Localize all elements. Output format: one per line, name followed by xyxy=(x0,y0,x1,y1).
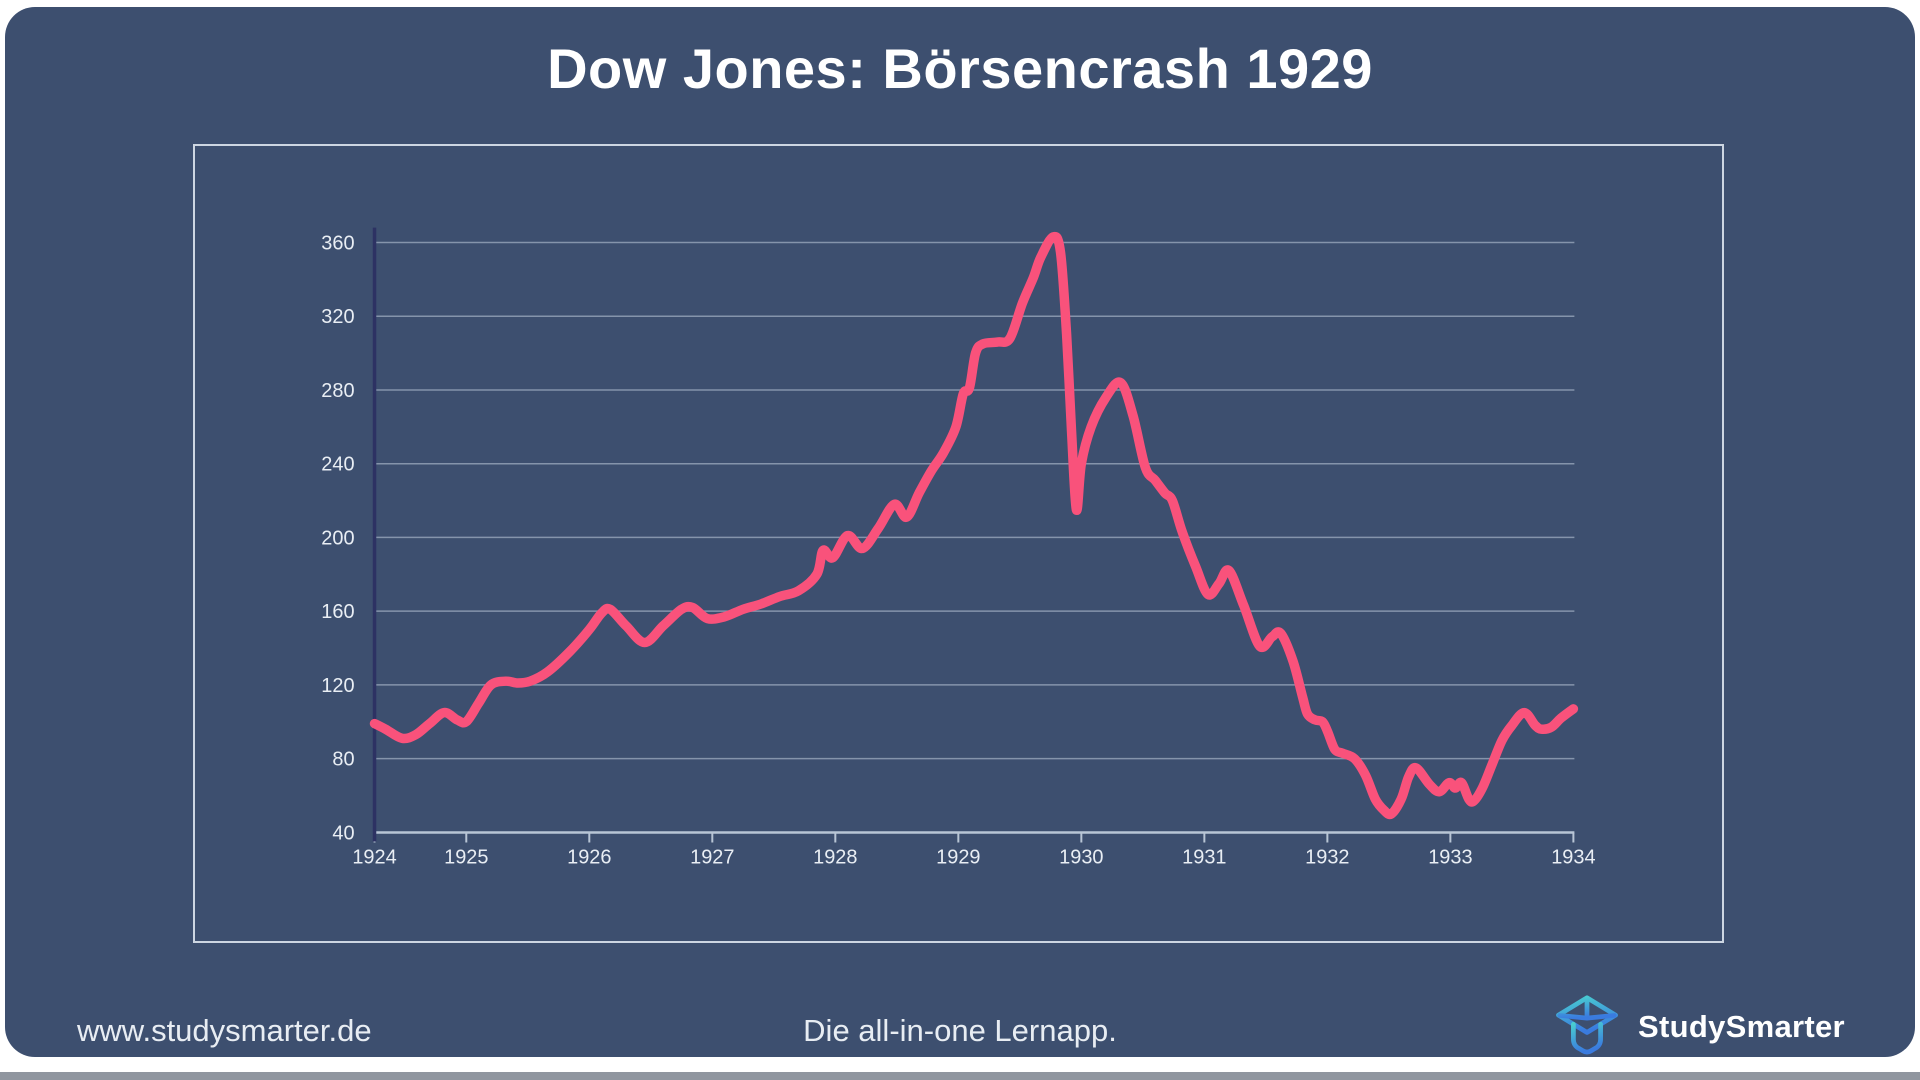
logo-diamond xyxy=(1556,995,1618,1035)
y-tick-label: 120 xyxy=(321,675,354,697)
y-tick-label: 80 xyxy=(332,749,354,771)
x-tick-label: 1924 xyxy=(352,846,396,868)
main-card: Dow Jones: Börsencrash 1929 1924 1925 1926… xyxy=(5,7,1915,1057)
x-tick-label: 1929 xyxy=(936,846,980,868)
x-tick-label: 1930 xyxy=(1059,846,1103,868)
x-tick-label: 1927 xyxy=(690,846,734,868)
y-tick-label: 200 xyxy=(321,527,354,549)
y-tick-label: 320 xyxy=(321,306,354,328)
x-tick-label: 1931 xyxy=(1182,846,1226,868)
y-tick-label: 360 xyxy=(321,232,354,254)
studysmarter-logo: StudySmarter xyxy=(1553,991,1845,1063)
footer-website-url: www.studysmarter.de xyxy=(77,1013,372,1048)
brand-name: StudySmarter xyxy=(1638,1009,1845,1044)
y-tick-label: 240 xyxy=(321,454,354,476)
y-tick-label: 160 xyxy=(321,601,354,623)
studysmarter-logo-icon xyxy=(1556,995,1618,1055)
bottom-edge-strip xyxy=(0,1072,1920,1080)
footer-tagline: Die all-in-one Lernapp. xyxy=(803,1013,1117,1048)
dow-jones-price-line xyxy=(369,231,1579,820)
y-tick-label: 280 xyxy=(321,380,354,402)
x-tick-label: 1925 xyxy=(444,846,488,868)
dow-jones-line-chart: 1924 1925 1926 1927 1928 1929 1930 1931 1932 1933… xyxy=(321,227,1596,868)
x-tick-label: 1926 xyxy=(567,846,611,868)
x-tick-label: 1932 xyxy=(1305,846,1349,868)
chart-panel: 1924 1925 1926 1927 1928 1929 1930 1931 1932 1933… xyxy=(193,144,1724,943)
logo-inner-edges xyxy=(1557,996,1617,1021)
logo-box xyxy=(1571,1021,1603,1055)
x-tick-label: 1933 xyxy=(1428,846,1472,868)
y-tick-label: 40 xyxy=(332,822,354,844)
x-tick-label: 1928 xyxy=(813,846,857,868)
page-title: Dow Jones: Börsencrash 1929 xyxy=(547,37,1373,100)
x-tick-label: 1934 xyxy=(1551,846,1595,868)
